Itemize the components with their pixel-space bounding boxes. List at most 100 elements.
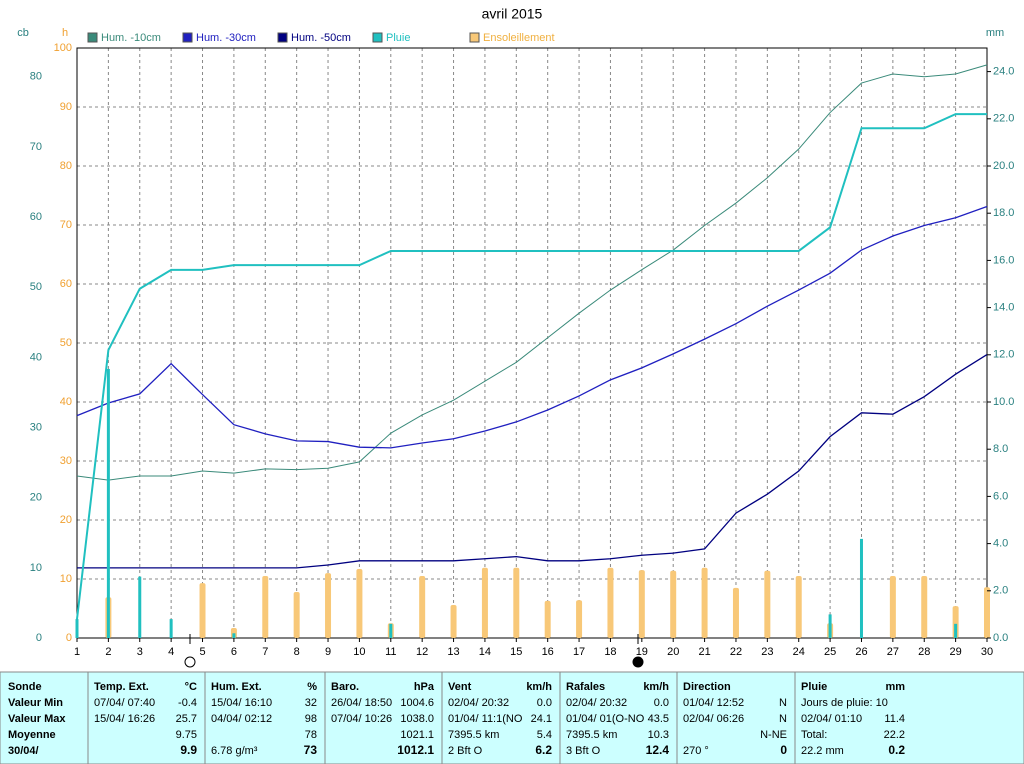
legend-label: Ensoleillement [483,32,555,44]
bar [419,576,426,638]
x-tick-label: 5 [199,646,205,658]
x-tick-label: 22 [730,646,742,658]
cell-left: 02/04/ 20:32 [448,697,509,709]
column-unit: hPa [414,681,435,693]
x-tick-label: 10 [353,646,365,658]
cell-left: 7395.5 km [448,729,499,741]
cell-right: 32 [305,697,317,709]
y2-tick-label: 20.0 [993,160,1014,172]
column-title: Baro. [331,681,359,693]
legend-swatch [372,32,383,43]
y3-tick-label: 0 [66,632,72,644]
cell-left: 270 ° [683,745,709,757]
y3-tick-label: 70 [60,219,72,231]
x-tick-label: 25 [824,646,836,658]
chart-title: avril 2015 [482,6,543,22]
bar [638,570,645,638]
legend-label: Hum. -30cm [196,32,256,44]
x-tick-label: 15 [510,646,522,658]
cell-right: 25.7 [176,713,197,725]
cell-left: 7395.5 km [566,729,617,741]
bar [795,576,802,638]
cell-right: 0.2 [888,743,905,757]
column-title: Temp. Ext. [94,681,149,693]
x-tick-label: 27 [887,646,899,658]
cell-right: 10.3 [648,729,669,741]
line [76,113,987,620]
cell-right: 5.4 [537,729,552,741]
x-tick-label: 7 [262,646,268,658]
cell-right: 24.1 [531,713,552,725]
moon-icon [632,656,644,668]
y-tick-label: 80 [30,71,42,83]
cell-right: 43.5 [648,713,669,725]
cell-left: 6.78 g/m³ [211,745,258,757]
row-label: Valeur Max [8,713,66,725]
x-tick-label: 8 [294,646,300,658]
column-title: Rafales [566,681,605,693]
bar [732,587,739,638]
cell-right: 98 [305,713,317,725]
legend-label: Hum. -10cm [101,32,161,44]
bar [481,567,488,638]
cell-right: 0 [780,743,787,757]
y-tick-label: 60 [30,211,42,223]
x-tick-label: 30 [981,646,993,658]
cell-left: 15/04/ 16:10 [211,697,272,709]
row-label: 30/04/ [8,745,39,757]
cell-left: Total: [801,729,827,741]
y3-tick-label: 60 [60,278,72,290]
y3-tick-label: 30 [60,455,72,467]
cell-left: 07/04/ 07:40 [94,697,155,709]
y2-tick-label: 2.0 [993,585,1008,597]
line [77,354,988,569]
x-tick-label: 19 [636,646,648,658]
bar [889,576,896,638]
y2-tick-label: 6.0 [993,490,1008,502]
column-title: Pluie [801,681,827,693]
cell-right: N-NE [760,729,787,741]
x-tick-label: 24 [793,646,805,658]
y2-tick-label: 4.0 [993,538,1008,550]
x-tick-label: 20 [667,646,679,658]
y3-tick-label: 10 [60,573,72,585]
y2-axis-label: mm [986,27,1004,39]
bar [169,619,173,638]
cell-right: 1021.1 [400,729,434,741]
legend-label: Pluie [386,32,410,44]
cell-right: 73 [304,743,318,757]
x-tick-label: 26 [855,646,867,658]
x-tick-label: 16 [542,646,554,658]
column-unit: % [307,681,317,693]
x-tick-label: 12 [416,646,428,658]
plot-frame [76,47,988,639]
y-tick-label: 0 [36,632,42,644]
bar [450,604,457,638]
bar [954,623,958,638]
y-tick-label: 20 [30,492,42,504]
y2-tick-label: 22.0 [993,113,1014,125]
y-tick-label: 40 [30,351,42,363]
y2-tick-label: 0.0 [993,632,1008,644]
bar [764,570,771,638]
column-title: Hum. Ext. [211,681,262,693]
cell-right: 1038.0 [400,713,434,725]
bar [232,633,236,638]
bar [670,570,677,638]
bar [607,567,614,638]
bar [293,591,300,638]
cell-left: 2 Bft O [448,745,483,757]
x-tick-label: 11 [385,646,396,658]
x-tick-label: 18 [604,646,616,658]
plot-area [75,47,990,639]
cell-right: 9.75 [176,729,197,741]
legend-swatch [277,32,288,43]
bar [75,619,79,638]
legend-swatch [87,32,98,43]
x-tick-label: 9 [325,646,331,658]
y2-tick-label: 10.0 [993,396,1014,408]
y-axis-label: cb [17,27,29,39]
y2-tick-label: 24.0 [993,66,1014,78]
cell-right: 22.2 [884,729,905,741]
